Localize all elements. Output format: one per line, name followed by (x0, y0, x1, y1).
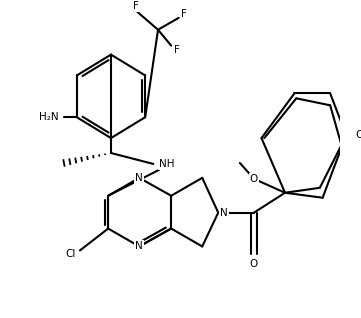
Text: H₂N: H₂N (39, 112, 59, 122)
Text: N: N (135, 241, 143, 252)
Text: F: F (132, 1, 138, 11)
Text: O: O (356, 130, 361, 140)
Text: O: O (250, 174, 258, 184)
Text: O: O (250, 259, 258, 269)
Text: N: N (135, 173, 143, 183)
Text: F: F (182, 9, 187, 19)
Text: Cl: Cl (66, 249, 76, 259)
Text: F: F (174, 45, 180, 55)
Text: N: N (220, 208, 228, 218)
Text: NH: NH (159, 159, 174, 169)
